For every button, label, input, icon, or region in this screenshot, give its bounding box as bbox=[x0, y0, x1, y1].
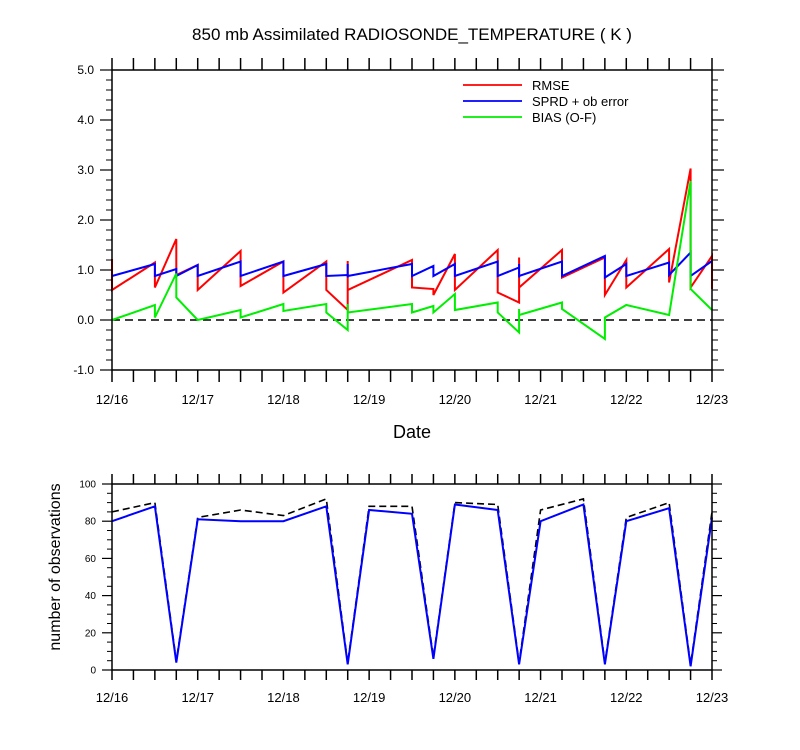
y-tick-label: 4.0 bbox=[77, 113, 94, 127]
x-tick-label: 12/16 bbox=[96, 690, 129, 705]
x-tick-label: 12/17 bbox=[181, 690, 214, 705]
series-line-bias-o-f bbox=[111, 180, 713, 341]
y-axis-label: number of observations bbox=[47, 483, 64, 650]
x-tick-label: 12/21 bbox=[524, 392, 557, 407]
x-tick-label: 12/23 bbox=[696, 690, 729, 705]
legend-label: BIAS (O-F) bbox=[532, 110, 596, 125]
main-chart: 850 mb Assimilated RADIOSONDE_TEMPERATUR… bbox=[73, 25, 728, 442]
x-tick-label: 12/17 bbox=[181, 392, 214, 407]
x-axis-label: Date bbox=[393, 422, 431, 442]
series-line-assimilated-observations bbox=[111, 503, 713, 667]
x-tick-label: 12/18 bbox=[267, 392, 300, 407]
x-tick-label: 12/21 bbox=[524, 690, 557, 705]
plot-frame bbox=[111, 69, 713, 371]
y-tick-label: 2.0 bbox=[77, 213, 94, 227]
y-tick-label: 0.0 bbox=[77, 313, 94, 327]
y-tick-label: 40 bbox=[85, 591, 97, 602]
legend-label: RMSE bbox=[532, 78, 570, 93]
y-tick-label: 60 bbox=[85, 554, 97, 565]
x-tick-label: 12/19 bbox=[353, 690, 386, 705]
x-tick-label: 12/19 bbox=[353, 392, 386, 407]
x-tick-label: 12/22 bbox=[610, 690, 643, 705]
y-tick-label: 0 bbox=[90, 666, 96, 677]
x-tick-label: 12/20 bbox=[439, 392, 472, 407]
chart-title: 850 mb Assimilated RADIOSONDE_TEMPERATUR… bbox=[192, 25, 632, 44]
y-tick-label: 100 bbox=[79, 480, 96, 491]
series-line-rmse bbox=[111, 168, 713, 313]
x-tick-label: 12/20 bbox=[439, 690, 472, 705]
observations-chart: 0 20 40 60 80 100 12/16 12/17 12/18 12/19 12/20 12/… bbox=[47, 474, 728, 705]
y-tick-label: -1.0 bbox=[73, 363, 94, 377]
x-tick-label: 12/23 bbox=[696, 392, 729, 407]
x-tick-label: 12/16 bbox=[96, 392, 129, 407]
x-tick-label: 12/18 bbox=[267, 690, 300, 705]
y-tick-label: 5.0 bbox=[77, 63, 94, 77]
y-tick-label: 1.0 bbox=[77, 263, 94, 277]
legend-label: SPRD + ob error bbox=[532, 94, 629, 109]
y-tick-label: 3.0 bbox=[77, 163, 94, 177]
series-line-sprd-ob-error bbox=[111, 250, 713, 280]
x-tick-label: 12/22 bbox=[610, 392, 643, 407]
series-line-total-observations bbox=[111, 497, 713, 665]
y-tick-label: 20 bbox=[85, 628, 97, 639]
y-tick-label: 80 bbox=[85, 517, 97, 528]
